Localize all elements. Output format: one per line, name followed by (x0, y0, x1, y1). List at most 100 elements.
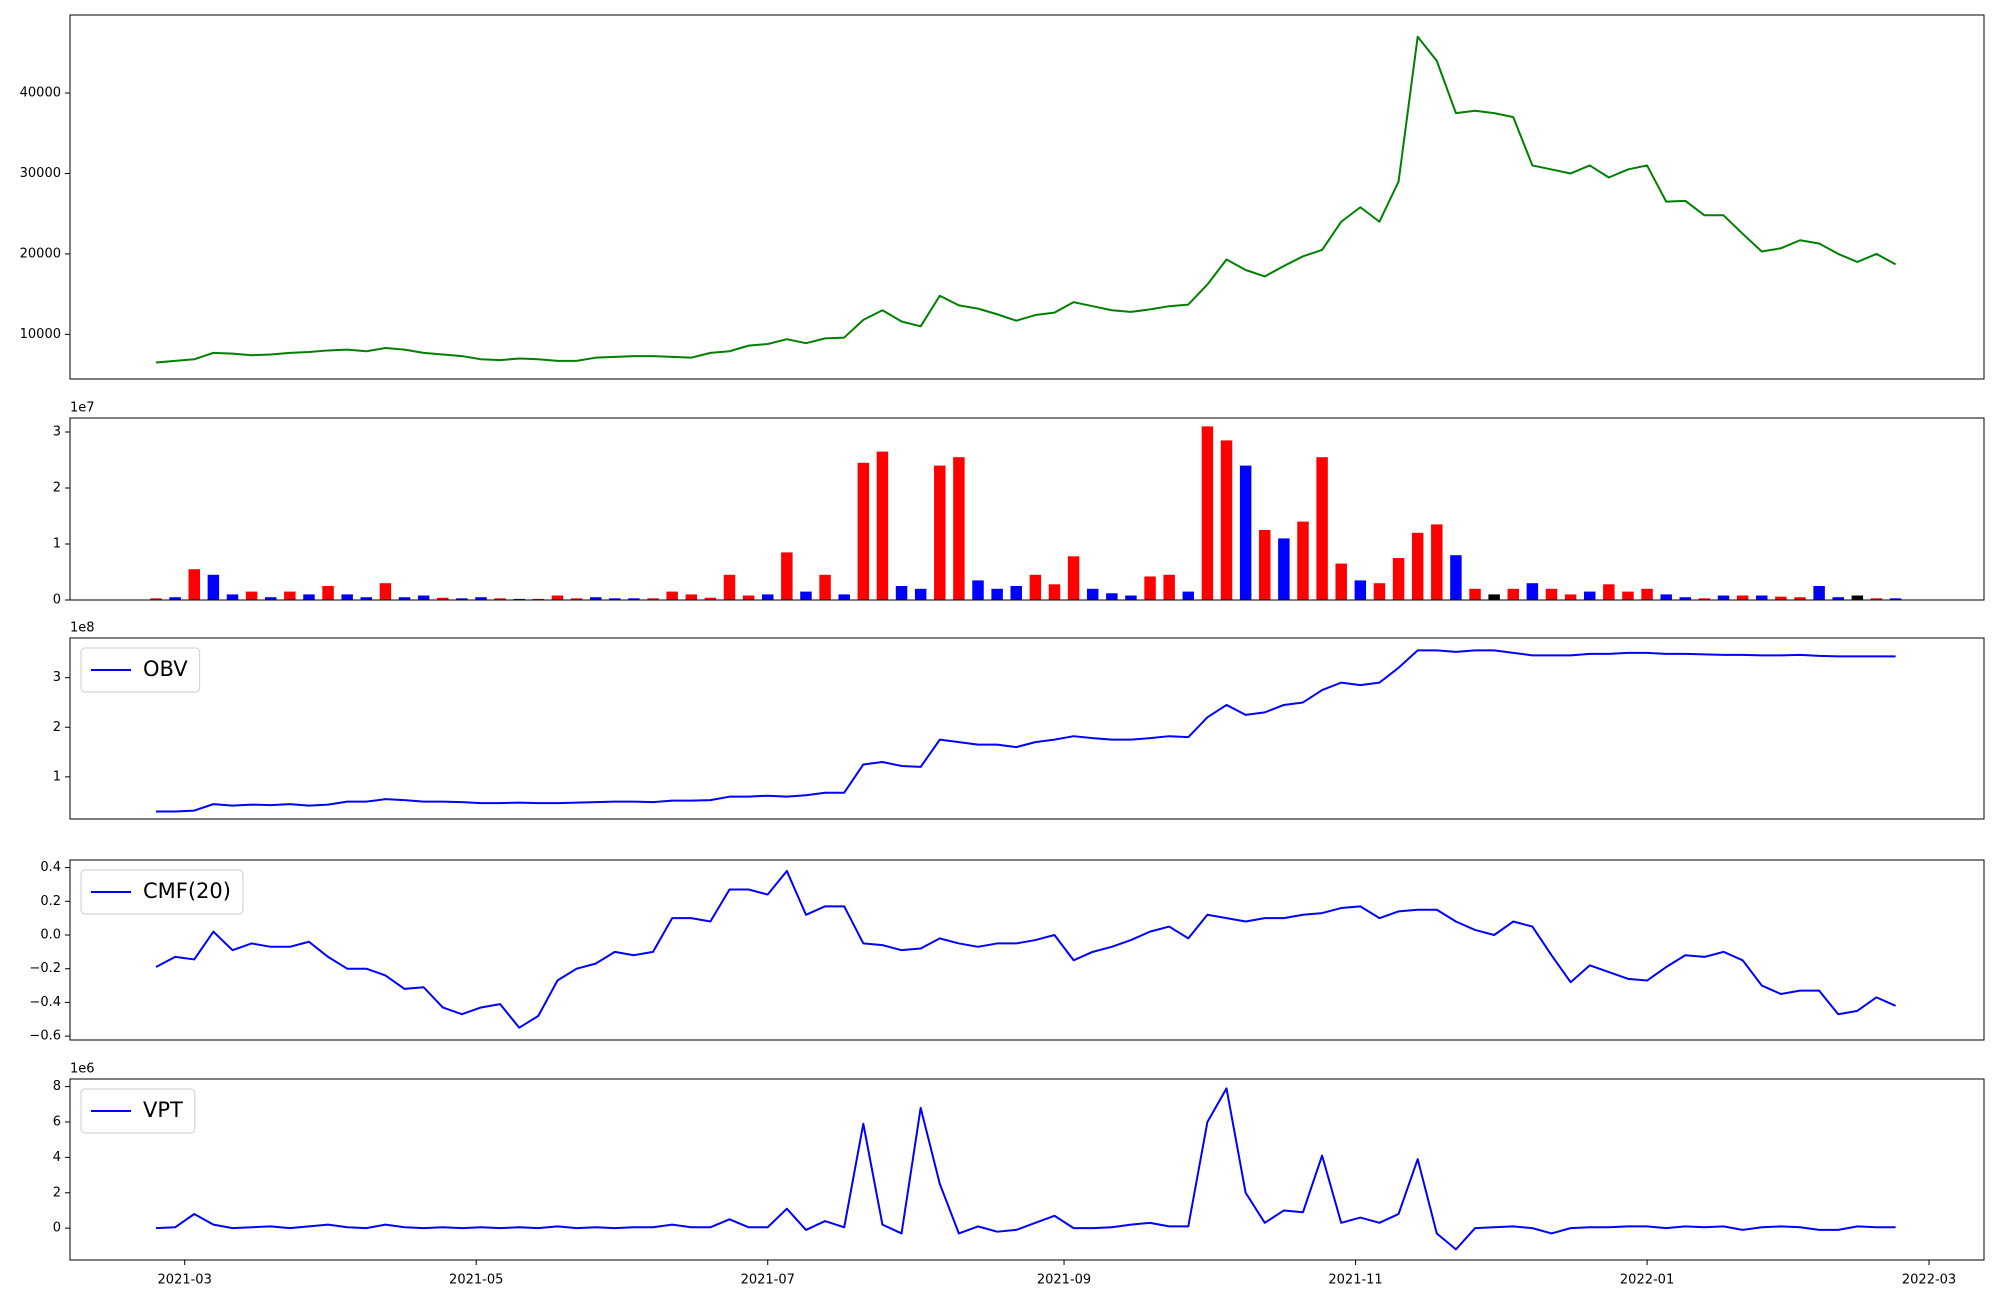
bar (1469, 588, 1481, 600)
bar (1278, 538, 1290, 600)
line (156, 649, 1896, 813)
bar (972, 580, 984, 600)
bar (1163, 574, 1175, 600)
legend-label: VPT (143, 1098, 183, 1122)
bar (781, 552, 793, 600)
bar (1488, 594, 1500, 600)
y-tick-label: 8 (53, 1079, 61, 1094)
y-tick-label: 10000 (20, 327, 61, 342)
axes-frame (69, 859, 1985, 1041)
bar (551, 595, 564, 600)
bar (876, 451, 889, 600)
bar (1813, 586, 1825, 600)
bar (1201, 426, 1214, 600)
bar (494, 598, 506, 600)
bar (1622, 591, 1634, 600)
bar (1832, 597, 1844, 600)
bar (1411, 532, 1424, 600)
bar (1717, 595, 1730, 600)
bar (914, 588, 927, 600)
bar (456, 598, 468, 600)
bar (360, 597, 373, 600)
bar (1220, 440, 1233, 600)
y-tick-label: −0.6 (29, 1029, 61, 1044)
bar (1029, 574, 1042, 600)
bar (953, 457, 965, 600)
line (155, 35, 1897, 364)
y-offset-label: 1e7 (70, 401, 95, 416)
y-tick-label: −0.2 (29, 961, 61, 976)
bar (1010, 586, 1022, 600)
legend (80, 647, 201, 693)
bar (1316, 457, 1328, 600)
bar (1144, 576, 1156, 600)
x-tick-label: 2021-03 (158, 1273, 212, 1288)
bar (1564, 594, 1577, 600)
y-tick-label: 40000 (20, 86, 61, 101)
bar (475, 597, 487, 600)
x-tick-label: 2021-05 (449, 1273, 503, 1288)
bar (188, 569, 200, 600)
bar (379, 583, 392, 600)
bar (819, 574, 831, 600)
bar (437, 597, 449, 600)
bar (762, 594, 774, 600)
axes-frame (69, 14, 1985, 380)
bar (264, 597, 277, 600)
bar (226, 594, 239, 600)
line (155, 1087, 1896, 1251)
legend-label: OBV (143, 657, 188, 681)
bar (742, 595, 755, 600)
y-tick-label: 0.0 (40, 928, 61, 943)
bar (1450, 555, 1462, 600)
bar (609, 598, 621, 600)
y-tick-label: 30000 (20, 166, 61, 181)
bar (1889, 598, 1902, 600)
bar (1354, 580, 1367, 600)
bar (1507, 588, 1520, 600)
y-tick-label: 0.2 (40, 894, 61, 909)
y-tick-label: 1 (53, 537, 61, 552)
bar (1775, 596, 1787, 600)
bar (723, 574, 736, 600)
x-tick-label: 2021-07 (741, 1273, 795, 1288)
axes-frame (69, 417, 1985, 601)
bar (589, 597, 602, 600)
bar (1297, 521, 1309, 600)
bar (1794, 597, 1806, 600)
legend (80, 869, 244, 915)
bar (666, 591, 678, 600)
bar (1698, 598, 1711, 600)
bar (800, 591, 812, 600)
bar (1870, 598, 1883, 600)
bar (628, 598, 640, 600)
y-offset-label: 1e8 (70, 621, 95, 636)
y-tick-label: 3 (53, 670, 61, 685)
bar (1756, 595, 1768, 600)
x-tick-label: 2022-01 (1620, 1273, 1674, 1288)
bar (1335, 563, 1347, 600)
x-tick-label: 2022-03 (1902, 1273, 1956, 1288)
bar (1086, 588, 1099, 600)
y-tick-label: 4 (53, 1150, 61, 1165)
bar (303, 594, 315, 600)
bar (1431, 524, 1443, 600)
bar (991, 588, 1003, 600)
y-offset-label: 1e6 (70, 1062, 95, 1077)
bar (570, 598, 583, 600)
bar (1679, 597, 1692, 600)
axes-frame (69, 1078, 1985, 1261)
y-tick-label: 2 (53, 481, 61, 496)
legend (80, 1088, 196, 1134)
bar (1239, 465, 1252, 600)
y-tick-label: 6 (53, 1114, 61, 1129)
bar (704, 597, 717, 600)
bar (417, 595, 430, 600)
y-tick-label: 0 (53, 1221, 61, 1236)
bar (532, 598, 545, 600)
bar (1851, 595, 1864, 600)
bar (1048, 584, 1061, 600)
y-tick-label: 0.4 (40, 860, 61, 875)
axes-frame (69, 637, 1985, 820)
